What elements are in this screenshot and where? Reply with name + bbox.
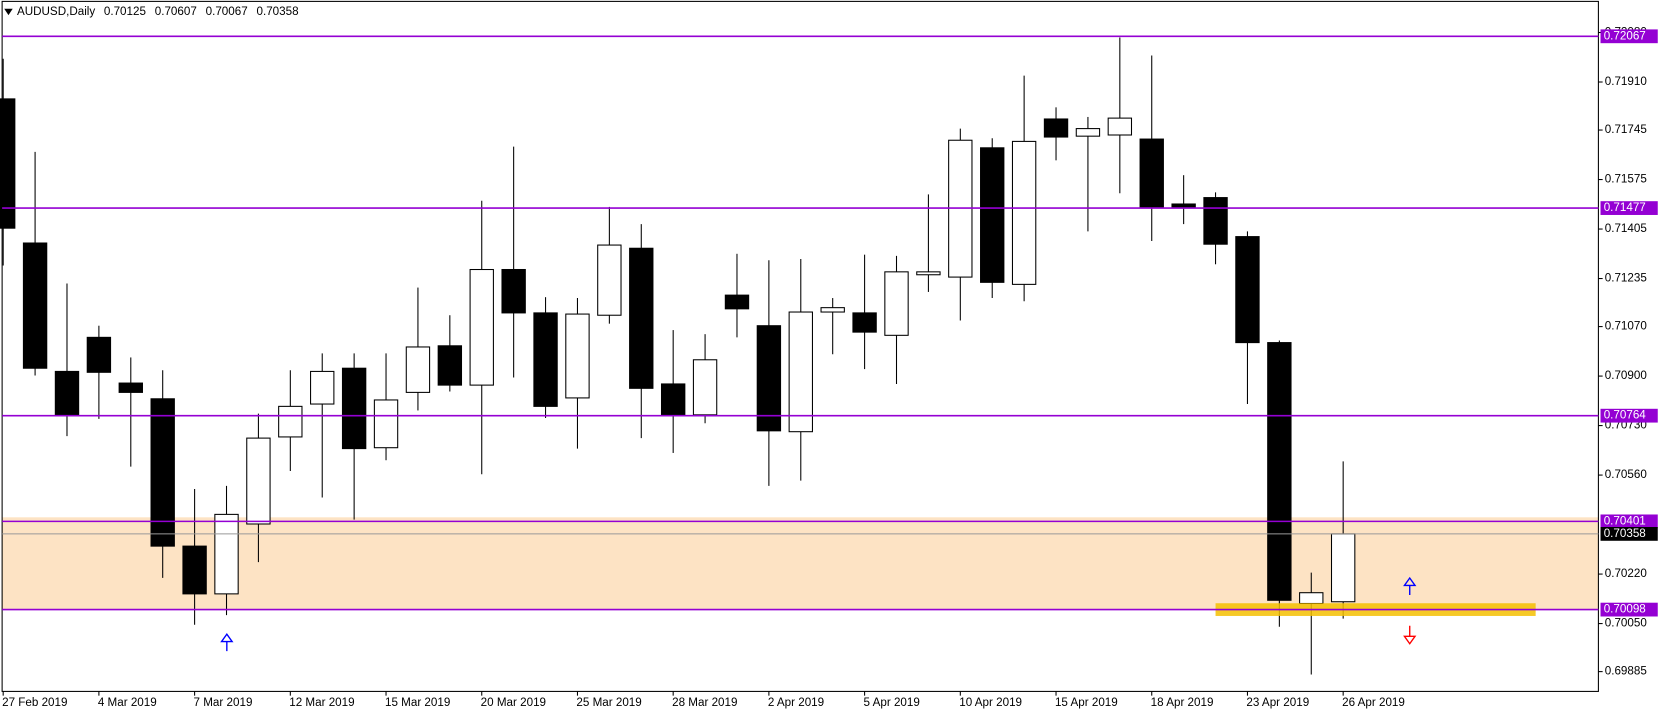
candle-body bbox=[597, 244, 622, 316]
candle-body bbox=[629, 247, 654, 389]
x-tick-label: 4 Mar 2019 bbox=[98, 696, 157, 709]
candle-body bbox=[501, 268, 526, 314]
candle-body bbox=[469, 268, 494, 386]
x-tick-label: 15 Mar 2019 bbox=[385, 696, 450, 709]
level-label: 0.70764 bbox=[1604, 409, 1647, 422]
y-tick-label: 0.70900 bbox=[1605, 369, 1648, 382]
candle-body bbox=[1139, 138, 1164, 208]
level-label-bg bbox=[1600, 602, 1658, 617]
ohlc-close: 0.70358 bbox=[257, 5, 299, 18]
y-tick-label: 0.70560 bbox=[1605, 468, 1648, 481]
y-tick-label: 0.70050 bbox=[1605, 617, 1648, 630]
level-label-bg bbox=[1600, 408, 1658, 423]
arrow-down bbox=[1403, 625, 1417, 645]
ohlc-high: 0.70607 bbox=[155, 5, 197, 18]
level-label-bg bbox=[1600, 514, 1658, 529]
candle-body bbox=[1235, 236, 1260, 344]
menu-triangle[interactable] bbox=[4, 8, 13, 16]
x-tick-label: 23 Apr 2019 bbox=[1246, 696, 1309, 709]
candle-body bbox=[214, 513, 239, 595]
symbol-label: AUDUSD,Daily bbox=[17, 5, 95, 18]
candle-body bbox=[1011, 140, 1037, 285]
candle-body bbox=[341, 367, 367, 450]
ohlc-low: 0.70067 bbox=[206, 5, 248, 18]
candle-body bbox=[1075, 128, 1101, 137]
zone-layer bbox=[2, 517, 1599, 610]
candle-body bbox=[1299, 592, 1324, 605]
candle-body bbox=[182, 545, 207, 595]
candle-body bbox=[660, 383, 686, 416]
plot-frame bbox=[1, 0, 1599, 692]
x-tick-label: 28 Mar 2019 bbox=[672, 696, 737, 709]
candle-body bbox=[916, 271, 941, 276]
y-tick-label: 0.71575 bbox=[1605, 173, 1647, 186]
candle-body bbox=[278, 405, 303, 438]
candle-body bbox=[692, 359, 718, 416]
candle-body bbox=[310, 370, 335, 405]
candle-body bbox=[724, 294, 750, 310]
x-tick-label: 5 Apr 2019 bbox=[864, 696, 920, 709]
x-tick-label: 26 Apr 2019 bbox=[1342, 696, 1405, 709]
candle-body bbox=[22, 242, 48, 369]
candle-body bbox=[1267, 342, 1292, 601]
candle-body bbox=[373, 399, 399, 449]
current-price-label: 0.70358 bbox=[1604, 527, 1646, 540]
candle-body bbox=[86, 336, 112, 373]
x-tick-label: 2 Apr 2019 bbox=[768, 696, 824, 709]
candle-body bbox=[118, 382, 143, 393]
candle-body bbox=[437, 345, 463, 386]
level-label: 0.70401 bbox=[1604, 514, 1646, 527]
candle-body bbox=[852, 312, 877, 333]
candle-body bbox=[533, 312, 558, 407]
ohlc-open: 0.70125 bbox=[104, 5, 146, 18]
candle-body bbox=[1043, 118, 1069, 138]
level-label-bg bbox=[1600, 29, 1658, 44]
x-tick-label: 12 Mar 2019 bbox=[289, 696, 354, 709]
candle-body bbox=[0, 98, 16, 229]
arrow-up bbox=[220, 632, 234, 652]
x-tick-label: 10 Apr 2019 bbox=[959, 696, 1022, 709]
candle-body bbox=[788, 311, 813, 433]
y-tick-label: 0.71745 bbox=[1605, 123, 1647, 136]
y-tick-label: 0.71235 bbox=[1605, 272, 1647, 285]
support-zone bbox=[2, 517, 1599, 610]
x-tick-label: 18 Apr 2019 bbox=[1151, 696, 1214, 709]
arrow-up bbox=[1403, 576, 1417, 595]
y-tick-label: 0.71405 bbox=[1605, 222, 1647, 235]
level-label: 0.71477 bbox=[1604, 201, 1646, 214]
y-tick-label: 0.71070 bbox=[1605, 320, 1648, 333]
candle-body bbox=[884, 271, 909, 336]
candle-body bbox=[405, 346, 431, 393]
candle-body bbox=[820, 307, 845, 313]
candle-body bbox=[150, 398, 175, 547]
candle-body bbox=[756, 325, 782, 432]
x-tick-label: 25 Mar 2019 bbox=[576, 696, 641, 709]
x-tick-label: 20 Mar 2019 bbox=[481, 696, 546, 709]
y-tick-label: 0.71910 bbox=[1605, 75, 1648, 88]
level-label-bg bbox=[1600, 201, 1658, 215]
x-tick-label: 27 Feb 2019 bbox=[2, 696, 67, 709]
candle-body bbox=[54, 370, 80, 417]
candle-body bbox=[1107, 117, 1133, 136]
candle-body bbox=[1330, 533, 1356, 603]
y-tick-label: 0.70220 bbox=[1605, 567, 1648, 580]
y-tick-label: 0.69885 bbox=[1605, 665, 1647, 678]
level-label: 0.72067 bbox=[1604, 29, 1646, 42]
level-label: 0.70098 bbox=[1604, 603, 1646, 616]
x-tick-label: 7 Mar 2019 bbox=[194, 696, 253, 709]
current-price-bg bbox=[1600, 527, 1658, 541]
candle-body bbox=[1171, 203, 1196, 208]
candle-body bbox=[246, 437, 271, 525]
x-tick-label: 15 Apr 2019 bbox=[1055, 696, 1118, 709]
candle-body bbox=[980, 147, 1005, 283]
candle-body bbox=[565, 313, 590, 399]
candle-body bbox=[1203, 197, 1228, 245]
